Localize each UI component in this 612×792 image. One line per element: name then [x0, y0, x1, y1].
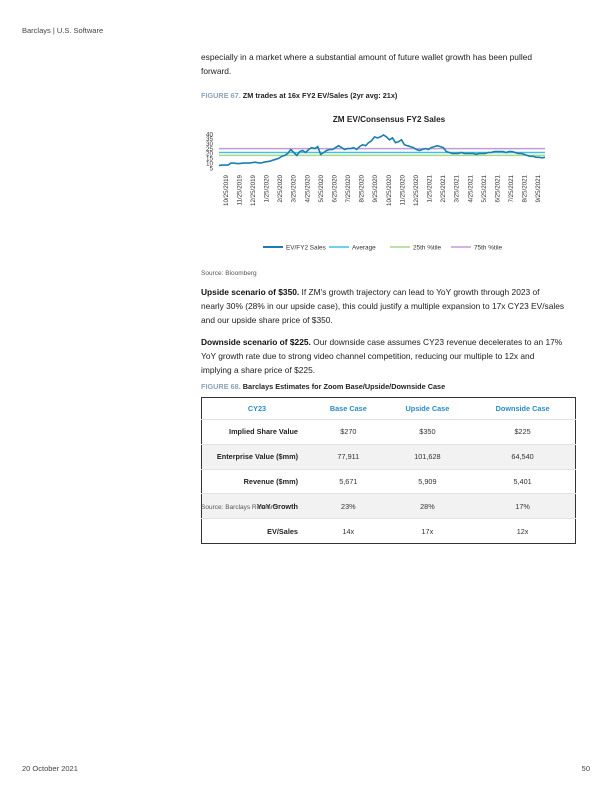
- figure-67-title: FIGURE 67. ZM trades at 16x FY2 EV/Sales…: [201, 91, 397, 100]
- report-header: Barclays | U.S. Software: [22, 26, 104, 35]
- table-cell: 17x: [384, 518, 471, 544]
- x-tick-label: 4/25/2021: [467, 174, 474, 202]
- table-cell: 5,671: [312, 468, 385, 494]
- legend-label: EV/FY2 Sales: [286, 245, 326, 252]
- x-tick-label: 5/25/2020: [318, 174, 325, 202]
- table-cell: 64,540: [470, 443, 576, 470]
- x-tick-label: 9/25/2020: [372, 174, 379, 202]
- footer-date: 20 October 2021: [22, 764, 78, 773]
- x-tick-label: 8/25/2021: [522, 174, 529, 202]
- upside-line-2: nearly 30% (28% in our upside case), thi…: [201, 301, 565, 311]
- table-cell: 17%: [470, 493, 576, 519]
- y-tick-label: 35: [206, 136, 214, 143]
- figure-68-source: Source: Barclays Research: [201, 504, 280, 511]
- estimates-table: CY23 Base Case Upside Case Downside Case…: [201, 397, 576, 544]
- figure-67-caption: ZM trades at 16x FY2 EV/Sales (2yr avg: …: [242, 91, 398, 100]
- x-tick-label: 2/25/2020: [277, 174, 284, 202]
- x-tick-label: 11/25/2019: [236, 174, 243, 205]
- table-header-cell: Downside Case: [470, 397, 576, 420]
- x-tick-label: 5/25/2021: [481, 174, 488, 202]
- x-tick-label: 6/25/2020: [332, 174, 339, 202]
- x-tick-label: 1/25/2020: [264, 174, 271, 202]
- x-tick-label: 7/25/2021: [508, 174, 515, 202]
- x-tick-label: 12/25/2020: [413, 174, 420, 206]
- x-tick-label: 3/25/2021: [454, 174, 461, 202]
- row-label: Implied Share Value: [201, 419, 312, 445]
- x-tick-label: 7/25/2020: [345, 174, 352, 202]
- upside-line-1: If ZM's growth trajectory can lead to Yo…: [299, 287, 540, 297]
- series-line-ev-fy2-sales: [218, 134, 546, 167]
- legend-label: 25th %tile: [413, 245, 442, 252]
- x-tick-label: 11/25/2020: [399, 174, 406, 205]
- y-tick-label: 20: [206, 151, 214, 158]
- x-tick-label: 1/25/2021: [427, 174, 434, 202]
- figure-67-label: FIGURE 67.: [201, 91, 241, 100]
- table-header-cell: Base Case: [312, 397, 385, 420]
- table-cell: 5,401: [470, 468, 576, 494]
- x-tick-label: 4/25/2020: [304, 174, 311, 202]
- chart-legend: EV/FY2 Sales Average 25th %tile 75th %tile: [263, 245, 503, 252]
- table-row: Revenue ($mm) 5,671 5,909 5,401: [201, 468, 576, 494]
- y-tick-label: 10: [206, 160, 214, 167]
- figure-68-title: FIGURE 68. Barclays Estimates for Zoom B…: [201, 382, 445, 391]
- table-cell: $350: [384, 419, 471, 445]
- y-tick-label: 5: [209, 165, 213, 172]
- y-tick-label: 15: [206, 156, 214, 163]
- table-row: YoY Growth 23% 28% 17%: [201, 493, 576, 519]
- x-axis: 10/25/2019 11/25/2019 12/25/2019 1/25/2020 2…: [223, 174, 542, 206]
- downside-line-3: implying a share price of $225.: [201, 365, 316, 375]
- downside-lead: Downside scenario of $225.: [201, 337, 311, 347]
- table-cell: 14x: [312, 518, 385, 544]
- upside-line-3: and our upside share price of $350.: [201, 315, 333, 325]
- table-cell: 12x: [470, 518, 576, 544]
- table-cell: 101,628: [384, 443, 471, 470]
- intro-paragraph: especially in a market where a substanti…: [201, 50, 581, 78]
- table-header-cell: CY23: [201, 397, 312, 420]
- table-cell: $270: [312, 419, 385, 445]
- chart-title: ZM EV/Consensus FY2 Sales: [333, 115, 446, 124]
- page-number: 50: [581, 764, 590, 773]
- x-tick-label: 10/25/2019: [223, 174, 230, 206]
- legend-label: 75th %tile: [474, 245, 503, 252]
- figure-67-source: Source: Bloomberg: [201, 270, 257, 277]
- table-cell: $225: [470, 419, 576, 445]
- table-header-row: CY23 Base Case Upside Case Downside Case: [201, 397, 576, 420]
- table-header-cell: Upside Case: [384, 397, 471, 420]
- table-row: EV/Sales 14x 17x 12x: [201, 518, 576, 544]
- upside-lead: Upside scenario of $350.: [201, 287, 300, 297]
- upside-paragraph: Upside scenario of $350. If ZM's growth …: [201, 285, 581, 327]
- x-tick-label: 2/25/2021: [440, 174, 447, 202]
- table-cell: 23%: [312, 493, 385, 519]
- x-tick-label: 9/25/2021: [535, 174, 542, 202]
- y-tick-label: 40: [206, 131, 214, 138]
- downside-paragraph: Downside scenario of $225. Our downside …: [201, 335, 581, 377]
- table-cell: 28%: [384, 493, 471, 519]
- intro-line-2: forward.: [201, 66, 232, 76]
- table-cell: 5,909: [384, 468, 471, 494]
- downside-line-1: Our downside case assumes CY23 revenue d…: [310, 337, 563, 347]
- x-tick-label: 10/25/2020: [386, 174, 393, 206]
- row-label: EV/Sales: [201, 518, 312, 544]
- legend-label: Average: [352, 245, 376, 252]
- y-tick-label: 30: [206, 141, 214, 148]
- row-label: Revenue ($mm): [201, 468, 312, 494]
- x-tick-label: 3/25/2020: [291, 174, 298, 202]
- x-tick-label: 6/25/2021: [495, 174, 502, 202]
- downside-line-2: YoY growth rate due to strong video chan…: [201, 351, 535, 361]
- ev-sales-chart: ZM EV/Consensus FY2 Sales 40353025201510…: [206, 115, 546, 252]
- y-tick-label: 25: [206, 146, 214, 153]
- intro-line-1: especially in a market where a substanti…: [201, 52, 533, 62]
- row-label: YoY Growth: [201, 493, 312, 519]
- table-row: Implied Share Value $270 $350 $225: [201, 419, 576, 445]
- row-label: Enterprise Value ($mm): [201, 443, 312, 470]
- figure-68-caption: Barclays Estimates for Zoom Base/Upside/…: [242, 382, 446, 391]
- x-tick-label: 12/25/2019: [250, 174, 257, 206]
- table-cell: 77,911: [312, 443, 385, 470]
- figure-68-label: FIGURE 68.: [201, 382, 241, 391]
- table-row: Enterprise Value ($mm) 77,911 101,628 64…: [201, 443, 576, 470]
- x-tick-label: 8/25/2020: [359, 174, 366, 202]
